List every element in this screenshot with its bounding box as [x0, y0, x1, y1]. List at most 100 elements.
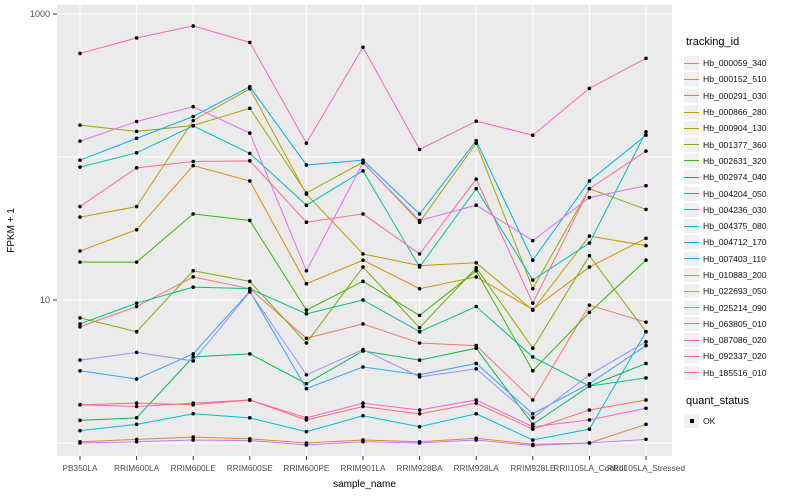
- data-point: [417, 375, 422, 379]
- data-point: [248, 159, 252, 163]
- data-point: [417, 408, 422, 412]
- data-point: [644, 340, 648, 344]
- data-point: [474, 275, 479, 279]
- data-point: [361, 45, 365, 50]
- legend-key-Hb_000152_510: [684, 72, 699, 87]
- legend-label: Hb_002974_040: [703, 172, 767, 183]
- legend-item-Hb_001377_360: Hb_001377_360: [684, 136, 798, 152]
- data-point: [474, 438, 479, 442]
- y-tick-label: 1000: [30, 9, 50, 19]
- x-tick-label: RRII105LA_Stressed: [607, 463, 685, 473]
- data-point: [474, 119, 479, 123]
- data-point: [361, 404, 365, 409]
- data-point: [417, 286, 422, 291]
- legend-title-quant-status: quant_status: [686, 394, 749, 407]
- data-point: [134, 36, 139, 40]
- legend-items: Hb_000059_340 Hb_000152_510 Hb_000291_030 H…: [684, 55, 798, 381]
- data-point: [191, 275, 195, 279]
- x-tick-label: RRIM600PE: [283, 463, 330, 473]
- data-point: [417, 325, 422, 330]
- data-point: [304, 372, 309, 377]
- data-point: [304, 381, 309, 386]
- data-point: [78, 368, 82, 373]
- legend-label: Hb_004204_050: [703, 188, 767, 199]
- data-point: [644, 422, 648, 427]
- data-point: [248, 290, 252, 294]
- x-tick-label: RRIM600SE: [227, 463, 274, 473]
- data-point: [361, 439, 365, 444]
- data-point: [304, 141, 309, 145]
- legend-item-Hb_000904_130: Hb_000904_130: [684, 120, 798, 136]
- legend-key-Hb_000059_340: [684, 56, 699, 71]
- data-point: [78, 428, 82, 433]
- data-point: [361, 265, 365, 269]
- legend-key-Hb_004712_170: [684, 235, 699, 250]
- data-point: [417, 218, 422, 223]
- x-tick-label: RRIM600LE: [171, 463, 217, 473]
- data-point: [78, 204, 82, 209]
- legend-item-Hb_000291_030: Hb_000291_030: [684, 88, 798, 104]
- legend-label: Hb_010883_200: [703, 270, 767, 280]
- data-point: [644, 258, 648, 262]
- data-point: [587, 86, 592, 91]
- data-point: [304, 220, 309, 224]
- series-points-Hb_185516_010: [78, 398, 648, 431]
- data-point: [587, 241, 592, 245]
- data-point: [78, 249, 82, 253]
- legend-key-Hb_000866_280: [684, 105, 699, 120]
- data-point: [474, 361, 479, 366]
- data-point: [191, 163, 195, 168]
- data-point: [134, 260, 139, 264]
- data-point: [361, 365, 365, 369]
- x-tick-label: RRII105LA_Control: [553, 463, 625, 473]
- data-point: [587, 427, 592, 431]
- legend-item-Hb_010883_200: Hb_010883_200: [684, 267, 798, 283]
- data-point: [304, 386, 309, 391]
- data-point: [191, 355, 195, 359]
- data-point: [304, 163, 309, 167]
- data-point: [361, 212, 365, 216]
- data-point: [587, 418, 592, 422]
- legend-key-Hb_092337_020: [684, 349, 699, 364]
- data-point: [417, 341, 422, 345]
- data-point: [248, 286, 252, 291]
- data-point: [134, 166, 139, 170]
- data-point: [78, 316, 82, 320]
- data-point: [191, 438, 195, 442]
- data-point: [134, 301, 139, 305]
- data-point: [304, 336, 309, 341]
- legend-line-icon: [684, 274, 699, 276]
- data-point: [248, 352, 252, 356]
- data-point: [644, 406, 648, 411]
- legend-label: Hb_007403_110: [703, 253, 766, 264]
- legend-key-Hb_185516_010: [684, 365, 699, 380]
- legend-key-Hb_002631_320: [684, 153, 699, 168]
- data-point: [474, 398, 479, 402]
- data-point: [191, 24, 195, 28]
- data-point: [78, 165, 82, 169]
- data-point: [531, 412, 535, 416]
- data-point: [78, 441, 82, 445]
- x-axis-title: sample_name: [333, 479, 396, 490]
- data-point: [644, 133, 648, 138]
- data-point: [191, 269, 195, 273]
- data-point: [417, 358, 422, 362]
- data-point: [248, 398, 252, 402]
- legend-item-Hb_185516_010: Hb_185516_010: [684, 365, 798, 381]
- data-point: [417, 424, 422, 429]
- data-point: [134, 204, 139, 209]
- data-point: [644, 320, 648, 324]
- legend-line-icon: [684, 127, 699, 129]
- data-point: [248, 218, 252, 223]
- x-tick-label: RRIM901LA: [340, 463, 386, 473]
- data-point: [644, 236, 648, 241]
- data-point: [304, 312, 309, 316]
- legend-label: Hb_000152_510: [703, 74, 767, 85]
- data-point: [417, 441, 422, 445]
- data-point: [587, 408, 592, 412]
- legend-label: Hb_025214_090: [703, 302, 767, 313]
- legend-item-Hb_092337_020: Hb_092337_020: [684, 348, 798, 364]
- data-point: [248, 84, 252, 89]
- data-point: [587, 372, 592, 377]
- data-point: [474, 269, 479, 273]
